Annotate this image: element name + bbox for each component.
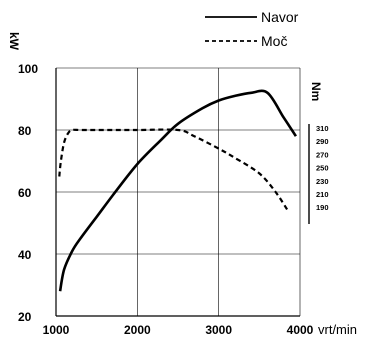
grid [55, 67, 301, 317]
x-unit-label: vrt/min [318, 322, 357, 337]
legend: Navor Moč [205, 9, 299, 49]
legend-label-moc: Moč [261, 33, 287, 49]
series-line-navor [58, 89, 297, 292]
y2-tick-label: 310 [316, 124, 329, 133]
y-tick-label: 60 [18, 186, 32, 200]
series-lines [58, 89, 297, 292]
x-tick-label: 2000 [124, 323, 151, 337]
series-line-moc [58, 128, 289, 212]
x-tick-label: 4000 [287, 323, 314, 337]
y2-tick-label: 230 [316, 177, 329, 186]
y-tick-label: 80 [18, 124, 32, 138]
y2-tick-label: 190 [316, 203, 329, 212]
y2-unit-label: Nm [309, 82, 323, 101]
y-tick-label: 20 [18, 310, 32, 324]
x-tick-label: 3000 [205, 323, 232, 337]
tick-labels: 1000 2000 3000 4000 20 40 60 80 100 310 290 270 250 2… [18, 62, 329, 337]
y-unit-label: kW [7, 32, 21, 51]
y-tick-label: 40 [18, 248, 32, 262]
y2-tick-label: 250 [316, 164, 329, 173]
y2-tick-label: 210 [316, 190, 329, 199]
y-tick-label: 100 [18, 62, 38, 76]
y2-tick-label: 290 [316, 137, 329, 146]
legend-label-navor: Navor [261, 9, 299, 25]
x-tick-label: 1000 [43, 323, 70, 337]
y2-tick-label: 270 [316, 150, 329, 159]
